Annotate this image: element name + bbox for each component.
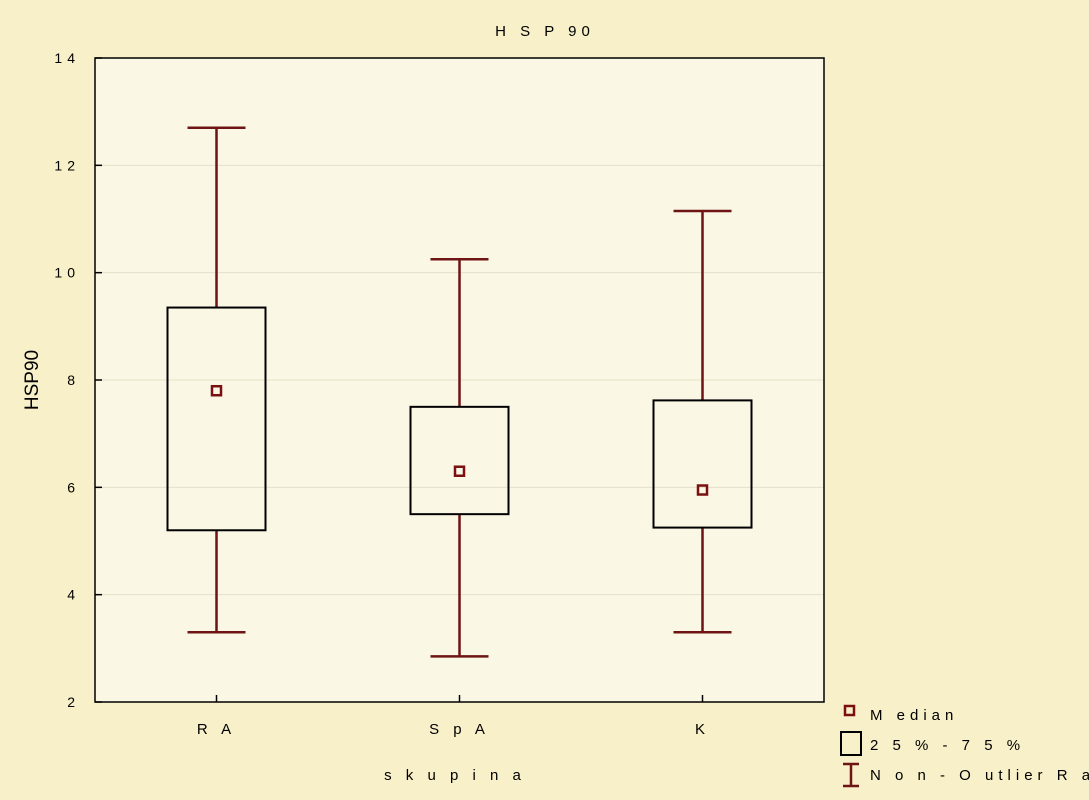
y-tick-label: 8	[67, 372, 80, 388]
legend-whisker-label: N o n - O utlier R a n g e	[870, 767, 1089, 784]
iqr-box	[409, 405, 510, 516]
box-3	[652, 209, 753, 634]
y-tick-label: 4	[67, 587, 80, 603]
legend-whisker-symbol	[843, 762, 859, 788]
median-marker	[210, 384, 223, 397]
iqr-box	[652, 399, 753, 529]
iqr-box	[166, 306, 267, 532]
box-2	[409, 258, 510, 658]
y-tick-label: 14	[54, 50, 80, 66]
x-tick-label: S p A	[429, 721, 490, 738]
y-tick-label: 12	[54, 157, 80, 173]
median-marker	[453, 465, 466, 477]
y-tick-label: 6	[67, 479, 80, 495]
y-tick-label: 10	[54, 265, 80, 281]
legend: M edian 2 5 % - 7 5 % N o n - O utlier R…	[840, 704, 1089, 788]
boxes-group	[166, 126, 753, 658]
chart-title: H S P 90	[495, 23, 595, 40]
legend-box-label: 2 5 % - 7 5 %	[870, 737, 1025, 754]
x-tick-label: R A	[197, 721, 236, 738]
box-1	[166, 126, 267, 634]
x-axis-label: s k u p i n a	[384, 767, 526, 784]
y-axis-ticks: 2 4 6 8 10 12 14	[54, 50, 102, 710]
y-axis-label: HSP90	[22, 350, 43, 410]
legend-median-label: M edian	[870, 707, 958, 724]
legend-box-symbol	[840, 731, 862, 756]
y-tick-label: 2	[67, 694, 80, 710]
median-marker	[696, 484, 709, 496]
legend-median-symbol	[843, 704, 856, 717]
x-tick-label: K	[695, 721, 710, 738]
